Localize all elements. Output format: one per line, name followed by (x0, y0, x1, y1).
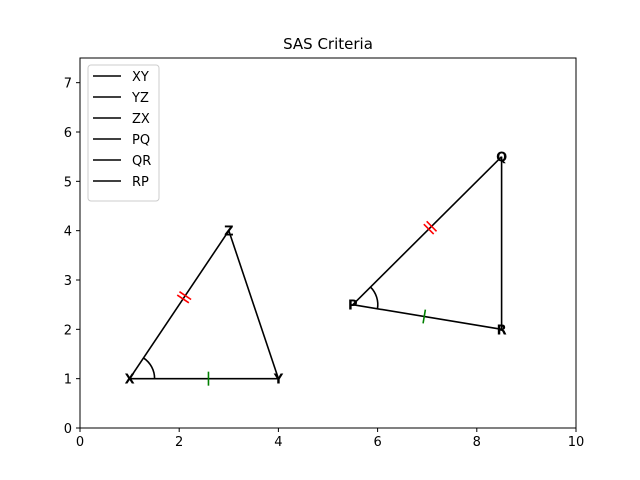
vertex-label-r: R (497, 323, 507, 338)
x-tick-label: 2 (175, 435, 183, 450)
tick-mark-rp-1 (422, 309, 427, 324)
vertex-label-x: X (125, 373, 135, 388)
tick-mark-zx-1 (179, 291, 192, 301)
angle-arc-p (369, 286, 379, 309)
tick-mark-zx-2 (176, 294, 190, 304)
segment-zx (128, 230, 230, 380)
legend-label-zx: ZX (132, 112, 150, 127)
legend: XY YZ ZX PQ QR RP (87, 64, 160, 202)
legend-label-yz: YZ (131, 91, 149, 106)
x-tick-label: 10 (568, 435, 585, 450)
y-axis-ticks: 0 1 2 3 4 5 6 7 (64, 77, 80, 437)
plot-area-frame (79, 57, 577, 429)
x-tick-label: 0 (76, 435, 84, 450)
segment-pq (352, 156, 503, 306)
legend-box (87, 64, 160, 202)
x-axis-ticks: 0 2 4 6 8 10 (76, 428, 584, 450)
vertex-label-q: Q (496, 151, 507, 166)
vertex-label-p: P (348, 299, 358, 314)
legend-label-qr: QR (132, 154, 151, 169)
tick-mark-pq-1 (423, 223, 435, 235)
legend-label-pq: PQ (132, 133, 150, 148)
legend-label-rp: RP (132, 175, 149, 190)
x-tick-label: 8 (473, 435, 481, 450)
y-tick-label: 6 (64, 126, 72, 141)
segments-layer (128, 156, 503, 380)
y-tick-label: 4 (64, 225, 72, 240)
angle-arc-x (143, 357, 156, 379)
marks-layer (176, 220, 438, 386)
y-tick-label: 0 (64, 422, 72, 437)
y-tick-label: 3 (64, 274, 72, 289)
chart-title: SAS Criteria (283, 35, 373, 53)
x-tick-label: 4 (274, 435, 282, 450)
angle-arcs-layer (143, 286, 379, 379)
segment-yz (228, 230, 280, 379)
y-tick-label: 2 (64, 323, 72, 338)
segment-rp (352, 303, 502, 331)
y-tick-label: 5 (64, 175, 72, 190)
y-tick-label: 7 (64, 77, 72, 92)
tick-mark-pq-2 (426, 220, 438, 232)
y-tick-label: 1 (64, 373, 72, 388)
vertex-label-y: Y (273, 373, 284, 388)
legend-label-xy: XY (132, 70, 149, 85)
vertex-label-z: Z (224, 225, 233, 240)
x-tick-label: 6 (373, 435, 381, 450)
